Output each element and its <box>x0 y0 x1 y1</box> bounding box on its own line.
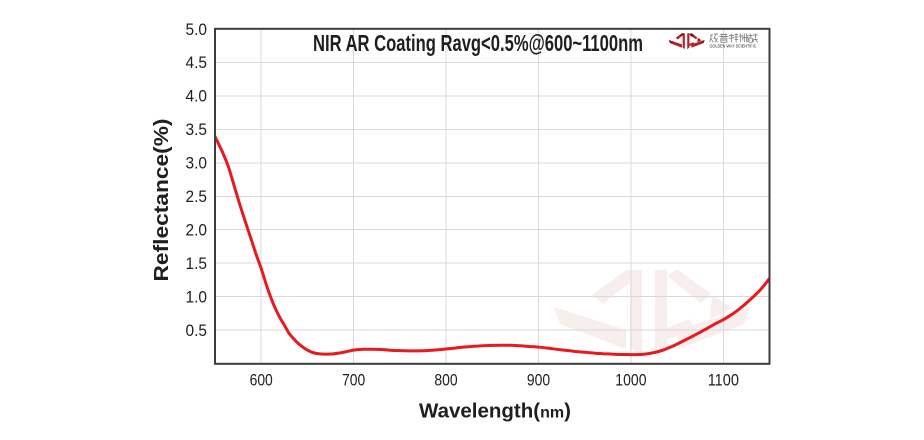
svg-text:Reflectance(%): Reflectance(%) <box>151 118 173 281</box>
svg-text:NIR AR Coating Ravg<0.5%@600~1: NIR AR Coating Ravg<0.5%@600~1100nm <box>313 30 643 56</box>
svg-text:1000: 1000 <box>615 371 646 389</box>
svg-text:2.0: 2.0 <box>186 222 208 240</box>
svg-text:1.5: 1.5 <box>186 255 208 273</box>
svg-text:2.5: 2.5 <box>186 188 208 206</box>
svg-text:600: 600 <box>250 371 273 389</box>
svg-text:0.5: 0.5 <box>186 322 208 340</box>
svg-text:4.5: 4.5 <box>186 54 208 72</box>
svg-text:4.0: 4.0 <box>186 88 208 106</box>
svg-text:GOLDEN WAY SCIENTIFIC: GOLDEN WAY SCIENTIFIC <box>710 43 757 49</box>
svg-text:3.5: 3.5 <box>186 121 208 139</box>
svg-text:700: 700 <box>342 371 365 389</box>
svg-text:1.0: 1.0 <box>186 288 208 306</box>
svg-text:5.0: 5.0 <box>186 21 208 39</box>
svg-text:900: 900 <box>527 371 550 389</box>
svg-text:3.0: 3.0 <box>186 155 208 173</box>
svg-text:1100: 1100 <box>708 371 739 389</box>
svg-text:800: 800 <box>434 371 457 389</box>
svg-text:Wavelength(nm): Wavelength(nm) <box>419 399 571 422</box>
